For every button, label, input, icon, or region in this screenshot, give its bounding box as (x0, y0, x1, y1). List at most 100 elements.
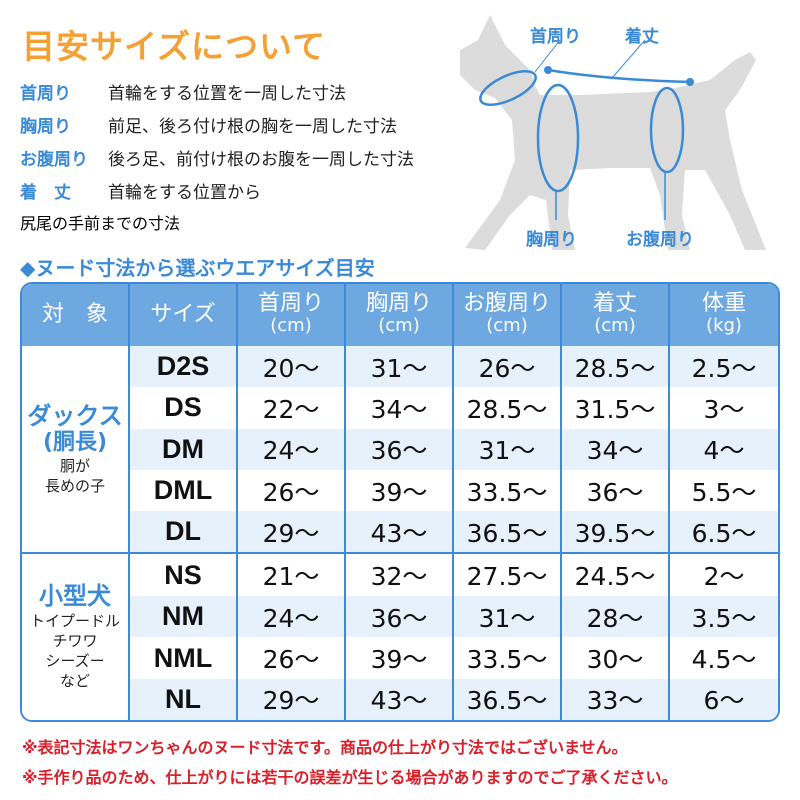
value-cell: 31〜 (454, 596, 562, 638)
label-belly: お腹周り (626, 230, 694, 250)
value-cell: 43〜 (346, 678, 454, 720)
header-unit: (cm) (270, 315, 312, 336)
definition-desc: 前足、後ろ付け根の胸を一周した寸法 (108, 117, 397, 137)
group-desc1: 胴が (59, 456, 90, 475)
size-cell: DM (130, 428, 238, 470)
header-label: 体重 (701, 291, 746, 316)
dog-diagram: 首周り 着丈 胸周り お腹周り (460, 0, 800, 270)
column-header: 着丈 (cm) (562, 284, 670, 346)
header-label: お腹周り (462, 291, 551, 316)
value-cell: 22〜 (238, 387, 346, 429)
value-cell: 36.5〜 (454, 511, 562, 553)
dog-silhouette-icon (460, 15, 766, 250)
definition-term: お腹周り (20, 150, 88, 170)
header-label: 着丈 (592, 291, 637, 316)
value-cell: 34〜 (562, 428, 670, 470)
page-title: 目安サイズについて (22, 27, 327, 66)
group-desc1: トイプードル (29, 612, 120, 631)
table-row: ダックス (胴長) 胴が 長めの子 D2S 20〜 31〜 26〜 28.5〜 2.5〜 (22, 346, 778, 553)
size-cell: NS (130, 552, 238, 597)
value-cell: 28.5〜 (454, 387, 562, 429)
value-cell: 2.5〜 (670, 346, 778, 388)
definition-list: 首周り 首輪をする位置を一周した寸法 胸周り 前足、後ろ付け根の胸を一周した寸法 お… (20, 78, 414, 234)
group-name: ダックス (27, 401, 123, 430)
label-neck: 首周り (530, 27, 581, 47)
value-cell: 4.5〜 (691, 645, 757, 675)
size-cell: NML (130, 637, 238, 679)
table-row: NM 24〜 36〜 31〜 28〜 3.5〜 (22, 596, 778, 638)
group-name: 小型犬 (39, 582, 111, 611)
value-cell: 4〜 (670, 428, 778, 470)
group-cell: ダックス (胴長) 胴が 長めの子 (22, 346, 130, 553)
value-cell: 21〜 (238, 552, 346, 597)
size-cell: D2S (130, 346, 238, 388)
note: ※手作り品のため、仕上がりには若干の誤差が生じる場合がありますのでご了承ください… (22, 768, 678, 787)
size-cell: NM (130, 596, 238, 638)
value-cell: 39〜 (346, 469, 454, 512)
value-cell: 3〜 (703, 394, 745, 424)
value-cell: 24〜 (238, 596, 346, 638)
definition-neck: 首周り 首輪をする位置を一周した寸法 (20, 78, 414, 111)
table-row: 小型犬 トイプードル チワワ シーズー など NS 21〜 32〜 27.5〜 24.5〜 2〜 (22, 552, 778, 720)
value-cell: 6〜 (670, 678, 778, 720)
value-cell: 34〜 (346, 387, 454, 429)
column-header: 首周り (cm) (238, 284, 346, 346)
size-table: 対 象サイズ 首周り (cm) 胸周り (cm) お腹周り (cm) 着丈 (cm) 体重 (kg)… (20, 282, 780, 722)
header-label: サイズ (150, 302, 216, 327)
value-cell: 24〜 (238, 428, 346, 470)
value-cell: 36〜 (346, 596, 454, 638)
label-length: 着丈 (625, 27, 659, 47)
group-desc3: シーズー (45, 652, 105, 671)
value-cell: 2〜 (670, 552, 778, 596)
label-chest: 胸周り (526, 230, 577, 250)
value-cell: 33.5〜 (454, 469, 562, 512)
size-cell: DML (130, 469, 238, 512)
definition-chest: 胸周り 前足、後ろ付け根の胸を一周した寸法 (20, 111, 414, 144)
value-cell: 24.5〜 (562, 552, 670, 597)
value-cell: 33〜 (562, 678, 670, 720)
group-desc4: など (59, 672, 90, 691)
size-cell: DL (130, 511, 238, 553)
table-title: ◆ヌード寸法から選ぶウエアサイズ目安 (20, 256, 375, 280)
value-cell: 36〜 (346, 428, 454, 470)
value-cell: 28.5〜 (562, 346, 670, 388)
value-cell: 31〜 (454, 428, 562, 470)
note: ※表記寸法はワンちゃんのヌード寸法です。商品の仕上がり寸法ではございません。 (22, 738, 628, 757)
definition-desc-cont: 尻尾の手前までの寸法 (20, 214, 181, 233)
notes: ※表記寸法はワンちゃんのヌード寸法です。商品の仕上がり寸法ではございません。 ※… (22, 733, 678, 793)
definition-desc: 首輪をする位置から (108, 183, 261, 203)
value-cell: 43〜 (346, 511, 454, 553)
group-desc2: チワワ (52, 632, 98, 651)
header-label: 対 象 (41, 302, 108, 327)
value-cell: 26〜 (238, 469, 346, 512)
value-cell: 5.5〜 (691, 477, 757, 507)
column-header: 対 象 (22, 284, 130, 346)
column-header: 体重 (kg) (670, 284, 778, 346)
value-cell: 3.5〜 (670, 596, 778, 638)
value-cell: 28〜 (562, 596, 670, 638)
size-cell: DS (130, 387, 238, 429)
value-cell: 20〜 (238, 346, 346, 388)
value-cell: 27.5〜 (454, 552, 562, 597)
value-cell: 31.5〜 (562, 387, 670, 429)
definition-length: 着 丈 首輪をする位置から (20, 177, 414, 210)
group-desc2: 長めの子 (44, 476, 105, 495)
header-label: 胸周り (365, 291, 432, 316)
size-cell: NL (130, 678, 238, 720)
value-cell: 31〜 (346, 346, 454, 388)
value-cell: 26〜 (238, 637, 346, 679)
value-cell: 29〜 (238, 678, 346, 720)
header-unit: (cm) (486, 315, 528, 336)
definition-desc: 首輪をする位置を一周した寸法 (108, 84, 346, 104)
definition-term: 着 丈 (20, 183, 71, 203)
value-cell: 32〜 (346, 552, 454, 597)
definition-term: 首周り (20, 84, 71, 104)
value-cell: 33.5〜 (454, 637, 562, 679)
value-cell: 29〜 (238, 511, 346, 553)
value-cell: 39.5〜 (562, 511, 670, 553)
table-row: DML 26〜 39〜 33.5〜 36〜 5.5〜 (22, 469, 778, 512)
value-cell: 39〜 (346, 637, 454, 679)
header-label: 首周り (257, 291, 324, 316)
value-cell: 30〜 (562, 637, 670, 679)
table-row: DS 22〜 34〜 28.5〜 31.5〜 3〜 (22, 387, 778, 429)
